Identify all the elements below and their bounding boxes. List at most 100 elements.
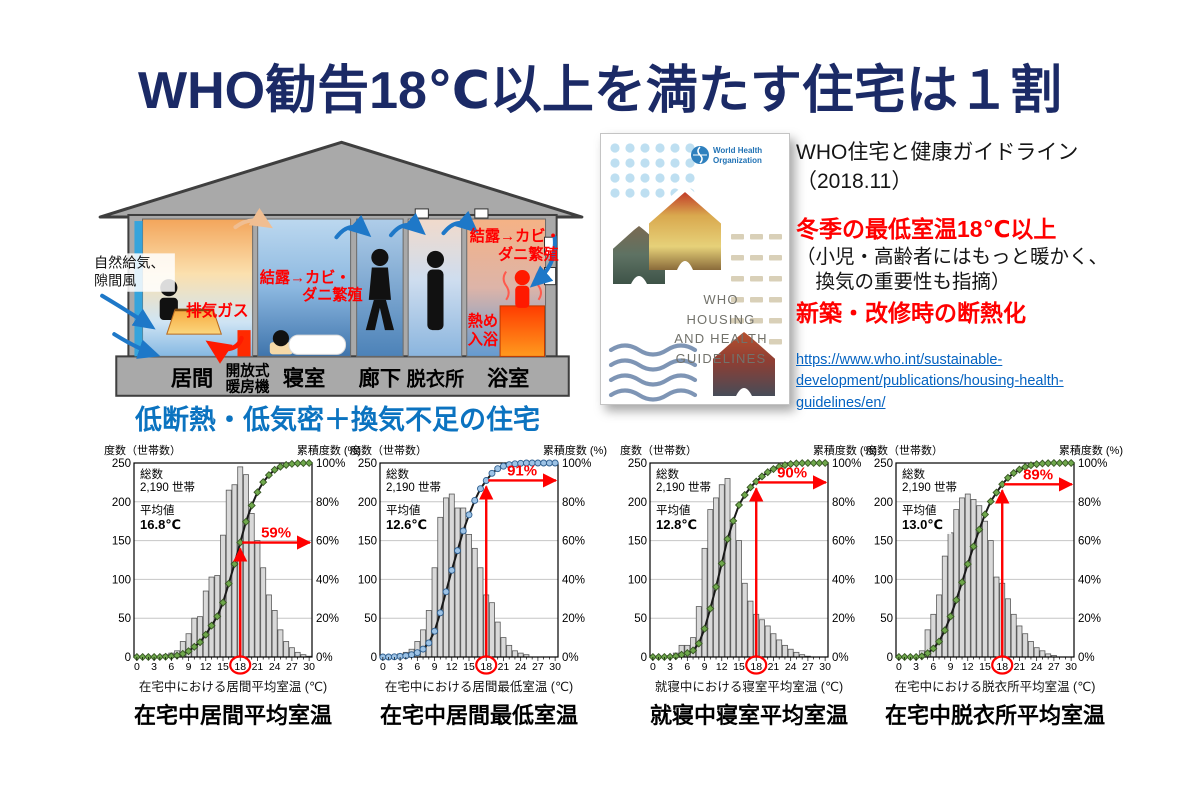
room-label-bathroom: 浴室 bbox=[487, 366, 529, 391]
mean-label: 平均値 bbox=[140, 504, 175, 517]
pct-tick-label: 60% bbox=[562, 536, 585, 548]
x-tick-label: 18 bbox=[750, 661, 762, 673]
condensation-label: 結露→カビ・ bbox=[470, 227, 561, 245]
chart-3: 度数（世帯数） 累積度数 (%) 0 50 100 150 200 250 0% 20% 40% 60… bbox=[620, 443, 878, 730]
x-tick-label: 12 bbox=[446, 661, 458, 673]
left-axis-title: 度数（世帯数） bbox=[350, 443, 427, 457]
chart-x-axis-label: 在宅中における居間最低室温 (℃) bbox=[384, 680, 574, 694]
left-axis-title: 度数（世帯数） bbox=[866, 443, 943, 457]
house-photo-shapes bbox=[607, 184, 781, 396]
x-tick-label: 27 bbox=[532, 661, 544, 673]
y-tick-label: 250 bbox=[628, 458, 647, 470]
x-tick-label: 24 bbox=[785, 661, 797, 673]
bathing-person-icon bbox=[515, 285, 530, 308]
exhaust-gas-label: 排気ガス bbox=[186, 301, 249, 320]
house-diagram: 自然給気、 隙間風 排気ガス 結露→カビ・ ダニ繁殖 結露→カビ・ ダニ繁殖 熱… bbox=[90, 140, 584, 397]
x-tick-label: 30 bbox=[1065, 661, 1077, 673]
total-label: 総数 bbox=[140, 467, 163, 481]
x-tick-label: 24 bbox=[515, 661, 527, 673]
pct-tick-label: 40% bbox=[832, 574, 855, 586]
mean-label: 平均値 bbox=[656, 504, 691, 517]
walking-person-icon bbox=[368, 267, 391, 300]
room-flow-arrow-icon bbox=[334, 214, 372, 240]
highlight-18-circle bbox=[745, 655, 768, 675]
x-tick-label: 0 bbox=[650, 661, 656, 673]
x-tick-label: 3 bbox=[151, 661, 157, 673]
x-tick-label: 12 bbox=[716, 661, 728, 673]
air-in-arrow-icon bbox=[112, 332, 161, 359]
right-axis-title: 累積度数 (%) bbox=[1059, 443, 1123, 457]
bathtub-icon bbox=[499, 305, 546, 357]
total-value: 2,190 世帯 bbox=[902, 481, 957, 494]
x-tick-label: 6 bbox=[930, 661, 936, 673]
pct-tick-label: 100% bbox=[832, 458, 861, 470]
book-cover-art bbox=[607, 143, 782, 402]
cumulative-markers bbox=[379, 459, 559, 661]
x-tick-label: 9 bbox=[948, 661, 954, 673]
total-label: 総数 bbox=[656, 467, 679, 481]
mean-value: 13.0℃ bbox=[902, 517, 943, 532]
wave-pattern bbox=[608, 343, 698, 402]
chart-svg: 度数（世帯数） 累積度数 (%)0501001502002500%20%40%60… bbox=[866, 443, 1123, 675]
x-tick-label: 30 bbox=[549, 661, 561, 673]
y-tick-label: 200 bbox=[628, 497, 647, 509]
x-tick-label: 6 bbox=[414, 661, 420, 673]
highlight-18-circle bbox=[229, 655, 252, 675]
total-value: 2,190 世帯 bbox=[140, 481, 195, 494]
x-tick-label: 27 bbox=[286, 661, 298, 673]
right-axis-title: 累積度数 (%) bbox=[543, 443, 607, 457]
x-tick-label: 21 bbox=[252, 661, 264, 673]
x-tick-label: 0 bbox=[380, 661, 386, 673]
total-value: 2,190 世帯 bbox=[656, 481, 711, 494]
x-tick-label: 24 bbox=[1031, 661, 1043, 673]
y-tick-label: 150 bbox=[112, 536, 131, 548]
dot-pattern bbox=[610, 143, 695, 198]
y-tick-label: 150 bbox=[874, 536, 893, 548]
x-tick-label: 9 bbox=[432, 661, 438, 673]
guideline-heading-date: （2018.11） bbox=[796, 170, 913, 194]
x-tick-label: 15 bbox=[217, 661, 229, 673]
chart-4: 度数（世帯数） 累積度数 (%) 0 50 100 150 200 250 0% 20% 40% 60… bbox=[866, 443, 1124, 730]
guideline-point-temp: 冬季の最低室温18℃以上 bbox=[796, 215, 1057, 242]
room-bedroom bbox=[257, 218, 352, 357]
room-flow-arrow-icon bbox=[388, 212, 426, 238]
chart-svg: 度数（世帯数） 累積度数 (%)0501001502002500%20%40%60… bbox=[104, 443, 361, 675]
chart-title: 在宅中居間平均室温 bbox=[133, 703, 332, 728]
x-tick-label: 12 bbox=[962, 661, 974, 673]
roof bbox=[98, 140, 584, 219]
x-tick-label: 3 bbox=[397, 661, 403, 673]
left-axis-title: 度数（世帯数） bbox=[104, 443, 181, 457]
standing-person-icon bbox=[427, 269, 444, 331]
pct-tick-label: 20% bbox=[832, 613, 855, 625]
guideline-text-block: WHO住宅と健康ガイドライン （2018.11） 冬季の最低室温18℃以上 （小… bbox=[796, 138, 1194, 415]
who-book-cover: World Health Organization WHO HOUSING AN… bbox=[600, 133, 790, 405]
x-tick-label: 27 bbox=[802, 661, 814, 673]
y-tick-label: 200 bbox=[358, 497, 377, 509]
condensation-label: ダニ繁殖 bbox=[302, 286, 363, 304]
mean-value: 12.8℃ bbox=[656, 517, 697, 532]
bathing-person-icon bbox=[514, 270, 530, 286]
room-flow-arrow-icon bbox=[441, 210, 479, 236]
pct-tick-label: 20% bbox=[1078, 613, 1101, 625]
air-in-arrow-icon bbox=[100, 293, 156, 330]
pct-tick-label: 40% bbox=[1078, 574, 1101, 586]
chart-svg: 度数（世帯数） 累積度数 (%)0501001502002500%20%40%60… bbox=[350, 443, 607, 675]
room-label-corridor: 廊下 bbox=[359, 366, 401, 391]
x-tick-label: 0 bbox=[896, 661, 902, 673]
pct-tick-label: 80% bbox=[1078, 497, 1101, 509]
y-tick-label: 100 bbox=[112, 574, 131, 586]
who-guidelines-link[interactable]: https://www.who.int/sustainable- develop… bbox=[796, 351, 1064, 412]
page-title: WHO勧告18℃以上を満たす住宅は１割 bbox=[138, 62, 1062, 120]
y-tick-label: 50 bbox=[118, 613, 131, 625]
pct-tick-label: 0% bbox=[562, 652, 579, 664]
pct-tick-label: 40% bbox=[562, 574, 585, 586]
y-tick-label: 50 bbox=[880, 613, 893, 625]
pct-tick-label: 60% bbox=[316, 536, 339, 548]
highlight-18-circle bbox=[475, 655, 498, 675]
total-value: 2,190 世帯 bbox=[386, 481, 441, 494]
mean-label: 平均値 bbox=[902, 504, 937, 517]
x-tick-label: 18 bbox=[996, 661, 1008, 673]
chart-1: 度数（世帯数） 累積度数 (%) 0 50 100 150 200 250 0% 20% 40% 60… bbox=[104, 443, 362, 730]
warm-leak-arrow-icon bbox=[233, 207, 273, 230]
x-tick-label: 3 bbox=[913, 661, 919, 673]
